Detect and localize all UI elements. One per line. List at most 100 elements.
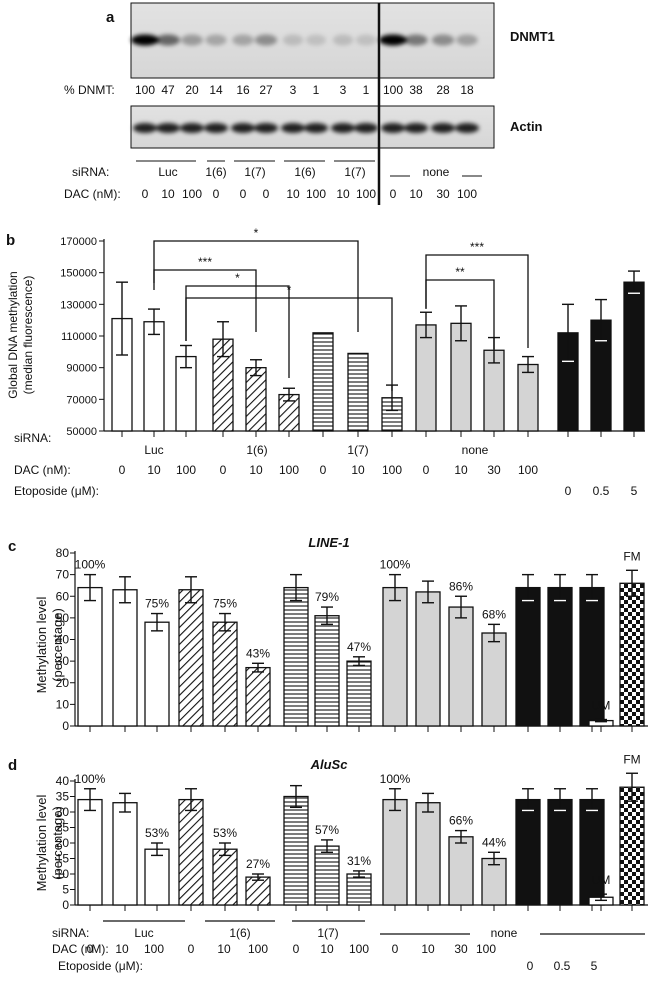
- d-dac-value: 10: [217, 942, 231, 956]
- dnmt1-band: [305, 34, 327, 46]
- actin-label: Actin: [510, 119, 543, 134]
- d-etoposide-value: 0: [527, 959, 534, 973]
- d-y-tick-label: 5: [62, 883, 69, 897]
- a-sirna-1-7-b: 1(7): [344, 165, 365, 179]
- dnmt1-band: [282, 34, 304, 46]
- pct-dnmt-value: 20: [185, 83, 199, 97]
- dnmt1-blot: [130, 2, 495, 79]
- d-bar: [382, 798, 408, 906]
- pct-dnmt-row-label: % DNMT:: [64, 83, 115, 97]
- d-pct-label: 100%: [75, 772, 106, 786]
- c-bar: [77, 586, 103, 727]
- d-pct-label: 53%: [145, 826, 169, 840]
- actin-band: [304, 123, 328, 133]
- actin-band: [156, 123, 180, 133]
- b-etoposide-row-label: Etoposide (μM):: [14, 484, 99, 498]
- d-etoposide-row-label: Etoposide (μM):: [58, 959, 143, 973]
- c-bar: [382, 586, 408, 727]
- d-bar: [144, 848, 170, 906]
- b-bar: [347, 352, 369, 432]
- d-sirna-row-label: siRNA:: [52, 926, 89, 940]
- d-bar: [112, 802, 138, 906]
- c-bar: [547, 586, 573, 727]
- d-y-tick-label: 15: [56, 852, 70, 866]
- c-bar: [448, 606, 474, 727]
- actin-band: [455, 123, 479, 133]
- a-dac-value: 0: [213, 187, 220, 201]
- pct-dnmt-value: 1: [363, 83, 370, 97]
- b-sirna-none: none: [462, 443, 489, 457]
- actin-blot: [130, 105, 495, 149]
- d-pct-label: 66%: [449, 814, 473, 828]
- b-dac-value: 100: [176, 463, 196, 477]
- b-significance-label: ***: [470, 240, 484, 254]
- a-dac-value: 10: [286, 187, 300, 201]
- b-bar: [623, 281, 645, 432]
- c-pct-label: 79%: [315, 590, 339, 604]
- panel-b-label: b: [6, 232, 15, 249]
- dnmt1-band: [156, 34, 180, 46]
- b-y-tick-label: 50000: [66, 426, 97, 438]
- d-dac-value: 100: [144, 942, 164, 956]
- d-dac-value: 10: [421, 942, 435, 956]
- d-sirna-luc: Luc: [134, 926, 153, 940]
- b-significance-label: *: [235, 271, 240, 285]
- pct-dnmt-value: 18: [460, 83, 474, 97]
- actin-band: [254, 123, 278, 133]
- d-y-tick-label: 0: [62, 898, 69, 912]
- a-sirna-1-7-a: 1(7): [244, 165, 265, 179]
- d-bar: [481, 857, 507, 906]
- d-bar: [515, 798, 541, 906]
- c-pct-label: 68%: [482, 607, 506, 621]
- actin-band: [354, 123, 378, 133]
- a-sirna-luc: Luc: [158, 165, 177, 179]
- a-dac-value: 100: [306, 187, 326, 201]
- actin-band: [281, 123, 305, 133]
- dnmt1-label: DNMT1: [510, 29, 555, 44]
- actin-band: [331, 123, 355, 133]
- panel-a: a DNMT1 % DNMT: 100 47 20 14 16 27 3 1 3 1 100 38 28…: [64, 2, 555, 205]
- d-pct-label: 31%: [347, 854, 371, 868]
- b-dac-value: 30: [487, 463, 501, 477]
- b-significance-label: ***: [198, 255, 212, 269]
- actin-band: [431, 123, 455, 133]
- c-ylabel-2: (percentage): [50, 608, 65, 682]
- pct-dnmt-value: 28: [436, 83, 450, 97]
- b-dac-row-label: DAC (nM):: [14, 463, 71, 477]
- panel-a-label: a: [106, 9, 115, 26]
- a-dac-value: 100: [182, 187, 202, 201]
- c-bar: [481, 632, 507, 727]
- c-y-tick-label: 50: [56, 611, 70, 625]
- c-fm-label: FM: [623, 549, 640, 563]
- d-sirna-1-6: 1(6): [229, 926, 250, 940]
- b-etoposide-value: 5: [631, 484, 638, 498]
- d-bar: [448, 836, 474, 906]
- panel-c: c LINE-1 Methylation level (percentage) …: [8, 535, 648, 733]
- d-dac-value: 10: [115, 942, 129, 956]
- b-ylabel-1: Global DNA methylation: [6, 271, 20, 398]
- c-pct-label: 75%: [145, 597, 169, 611]
- b-bar: [415, 324, 437, 432]
- d-etoposide-value: 0.5: [554, 959, 571, 973]
- panel-c-label: c: [8, 538, 16, 555]
- c-pct-label: 43%: [246, 646, 270, 660]
- a-sirna-none: none: [423, 165, 450, 179]
- a-dac-value: 10: [336, 187, 350, 201]
- c-y-tick-label: 80: [56, 546, 70, 560]
- c-bar: [346, 660, 372, 727]
- c-pct-label: 75%: [213, 597, 237, 611]
- d-y-tick-label: 25: [56, 821, 70, 835]
- a-dac-value: 0: [390, 187, 397, 201]
- dnmt1-band: [332, 34, 354, 46]
- pct-dnmt-value: 1: [313, 83, 320, 97]
- dnmt1-band: [232, 34, 254, 46]
- actin-band: [381, 123, 405, 133]
- c-bar: [245, 666, 271, 727]
- d-bar: [283, 795, 309, 906]
- b-dac-value: 10: [249, 463, 263, 477]
- b-significance-label: *: [254, 226, 259, 240]
- actin-band: [404, 123, 428, 133]
- c-bar: [112, 589, 138, 727]
- c-bar: [212, 621, 238, 727]
- pct-dnmt-value: 3: [290, 83, 297, 97]
